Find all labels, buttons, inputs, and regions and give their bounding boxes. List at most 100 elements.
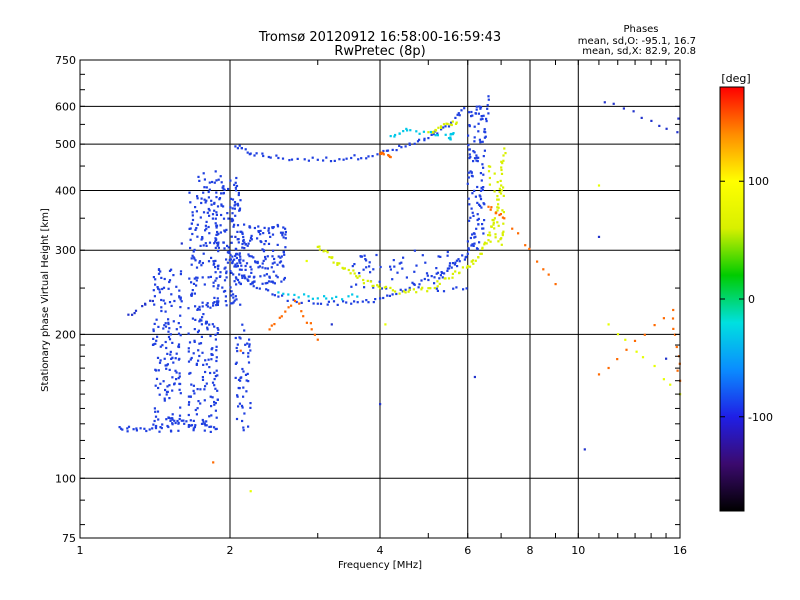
data-point — [371, 155, 374, 158]
data-point — [284, 310, 287, 313]
data-point — [488, 183, 491, 186]
data-point — [254, 260, 257, 263]
data-point — [500, 166, 503, 169]
phase-colorbar: 100 0 -100 — [719, 86, 773, 512]
data-point — [177, 422, 180, 425]
data-point — [236, 395, 239, 398]
data-point — [187, 347, 190, 350]
data-point — [542, 268, 545, 271]
data-point — [271, 255, 274, 258]
data-point — [467, 248, 470, 251]
data-point — [402, 256, 405, 259]
data-point — [267, 289, 270, 292]
data-point — [241, 232, 244, 235]
data-point — [231, 212, 234, 215]
data-point — [227, 251, 230, 254]
data-point — [243, 276, 247, 279]
data-point — [252, 276, 255, 279]
data-point — [206, 326, 209, 329]
data-point — [166, 352, 169, 355]
data-point — [607, 366, 610, 370]
data-point — [303, 158, 306, 161]
data-point — [201, 261, 204, 265]
y-tick-label: 200 — [55, 328, 76, 341]
data-point — [386, 149, 390, 152]
data-point — [246, 342, 249, 345]
data-point — [174, 369, 177, 372]
data-point — [267, 280, 271, 283]
data-point — [330, 323, 333, 326]
data-point — [501, 232, 504, 235]
data-point — [331, 297, 334, 300]
data-point — [309, 322, 312, 325]
data-point — [362, 282, 365, 285]
data-point — [238, 273, 241, 276]
data-point — [197, 175, 200, 178]
data-point — [200, 197, 203, 200]
data-point — [436, 280, 439, 283]
data-point — [470, 110, 473, 114]
data-point — [418, 138, 421, 141]
data-point — [223, 229, 226, 232]
data-point — [216, 398, 219, 401]
data-point — [470, 207, 473, 210]
data-point — [500, 172, 504, 175]
data-point — [187, 395, 190, 398]
data-point — [385, 287, 388, 290]
data-point — [316, 158, 319, 161]
data-point — [474, 195, 477, 198]
data-point — [213, 426, 216, 429]
data-point — [485, 120, 488, 123]
data-point — [204, 359, 207, 362]
y-tick-label: 400 — [55, 184, 76, 197]
data-point — [242, 351, 245, 355]
data-point — [481, 163, 484, 166]
data-point — [229, 197, 233, 200]
data-point — [461, 254, 464, 257]
data-point — [171, 356, 174, 359]
data-point — [449, 123, 452, 126]
data-point — [187, 425, 190, 428]
data-point — [672, 308, 675, 312]
data-point — [257, 230, 260, 233]
data-point — [676, 131, 679, 134]
data-point — [382, 149, 385, 153]
data-point — [259, 240, 262, 243]
data-point — [482, 232, 485, 235]
data-point — [214, 246, 217, 249]
data-point — [441, 271, 444, 274]
data-point — [225, 270, 228, 273]
data-point — [210, 358, 213, 361]
data-point — [230, 271, 233, 274]
data-point — [195, 413, 198, 416]
data-point — [177, 377, 180, 380]
data-point — [199, 216, 202, 219]
data-point — [487, 98, 490, 101]
data-point — [169, 417, 172, 420]
data-point — [237, 193, 240, 197]
data-point — [242, 259, 245, 262]
data-point — [230, 220, 233, 223]
data-point — [396, 271, 399, 274]
data-point — [233, 183, 236, 186]
data-point — [166, 385, 169, 388]
data-point — [208, 209, 211, 212]
data-point — [487, 95, 490, 98]
data-point — [179, 273, 182, 276]
data-point — [405, 127, 408, 130]
axes: 1 2 4 6 8 10 16 75 100 200 300 400 500 600 750 — [55, 54, 687, 557]
data-point — [307, 299, 310, 302]
data-point — [408, 142, 411, 145]
data-point — [214, 259, 217, 262]
data-point — [209, 430, 212, 433]
data-points — [118, 95, 682, 493]
data-point — [357, 158, 360, 161]
data-point — [280, 280, 283, 283]
data-point — [479, 172, 482, 175]
data-point — [208, 181, 211, 184]
data-point — [503, 147, 506, 150]
data-point — [472, 150, 475, 153]
data-point — [157, 418, 160, 421]
data-point — [263, 243, 266, 246]
data-point — [214, 237, 217, 240]
